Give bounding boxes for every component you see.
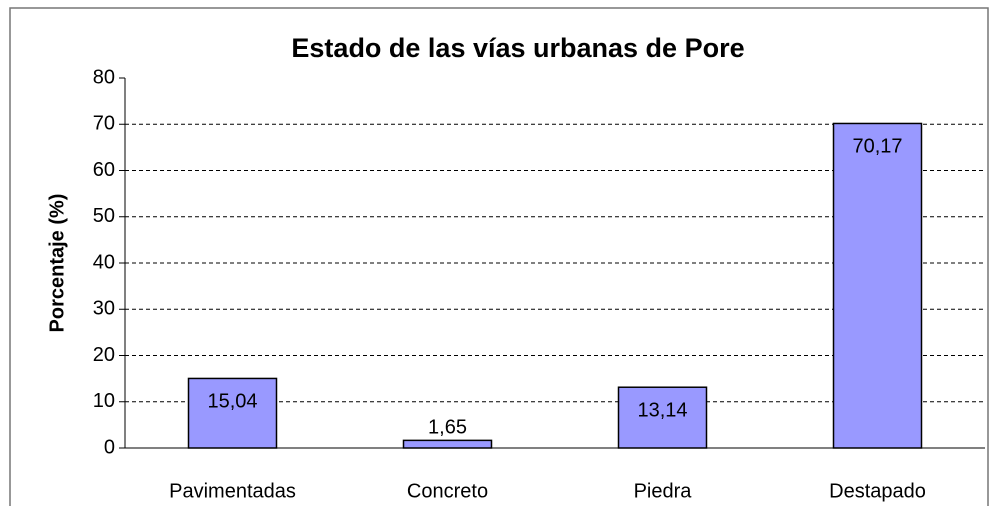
y-tick-label: 50 xyxy=(93,205,115,227)
chart-title: Estado de las vías urbanas de Pore xyxy=(291,33,744,63)
bar xyxy=(402,439,493,449)
y-tick-label: 10 xyxy=(93,390,115,412)
y-axis-label: Porcentaje (%) xyxy=(46,194,68,333)
x-tick-label: Concreto xyxy=(407,480,488,502)
value-label: 13,14 xyxy=(637,400,687,422)
y-tick-label: 70 xyxy=(93,113,115,135)
y-tick-label: 30 xyxy=(93,298,115,320)
x-tick-label: Pavimentadas xyxy=(169,480,296,502)
y-tick-label: 40 xyxy=(93,251,115,273)
value-label: 1,65 xyxy=(428,417,467,439)
bar xyxy=(187,377,278,449)
y-tick-label: 0 xyxy=(104,436,115,458)
bar xyxy=(617,386,708,449)
y-tick-label: 20 xyxy=(93,344,115,366)
x-tick-label: Piedra xyxy=(634,480,693,502)
bar xyxy=(832,122,923,449)
y-tick-label: 80 xyxy=(93,66,115,88)
value-label: 70,17 xyxy=(852,136,902,158)
chart-frame xyxy=(9,7,989,506)
y-tick-label: 60 xyxy=(93,159,115,181)
x-tick-label: Destapado xyxy=(829,480,926,502)
value-label: 15,04 xyxy=(207,391,257,413)
